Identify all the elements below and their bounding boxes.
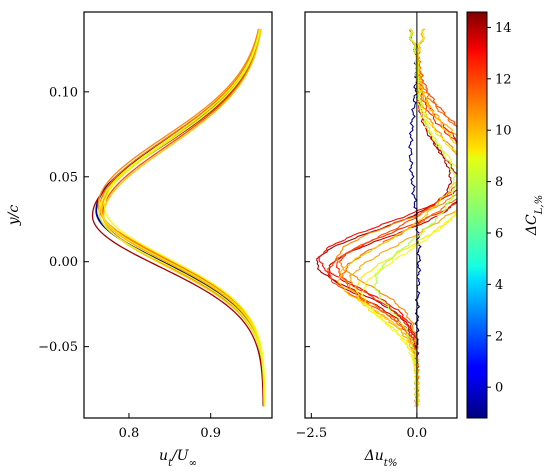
colorbar-tick-label: 8 [495, 175, 503, 190]
right-series-line [326, 28, 457, 407]
left-ytick-label: 0.05 [49, 170, 78, 185]
right-axes-frame [304, 11, 458, 419]
left-series-line [98, 28, 265, 407]
colorbar-tick-label: 14 [495, 21, 512, 36]
right-series-line [327, 28, 457, 407]
left-series-line [104, 28, 266, 407]
right-series-line [335, 28, 457, 407]
right-series-line [317, 28, 457, 407]
colorbar: 0 2 4 6 8 10 12 14 ΔCL,% [466, 11, 545, 419]
colorbar-ticks: 0 2 4 6 8 10 12 14 [487, 21, 512, 396]
colorbar-tick-label: 2 [495, 329, 503, 344]
right-panel: −2.5 0.0 Δut% [296, 11, 458, 469]
left-ytick-label: 0.10 [49, 85, 78, 100]
colorbar-label: ΔCL,% [524, 195, 545, 236]
left-xlabel: ut/U∞ [159, 448, 197, 469]
right-series-line [374, 28, 457, 407]
right-curves [316, 28, 457, 407]
left-xtick-label: 0.9 [200, 426, 221, 441]
left-series-line [102, 28, 266, 407]
left-ticks: 0.8 0.9 −0.05 0.00 0.05 0.10 [38, 85, 221, 441]
right-series-line [336, 28, 457, 407]
colorbar-tick-label: 4 [495, 278, 503, 293]
right-series-line [316, 28, 452, 407]
left-panel: 0.8 0.9 −0.05 0.00 0.05 0.10 ut/U∞ y/c [6, 11, 273, 469]
right-xtick-label: −2.5 [296, 426, 328, 441]
colorbar-tick-label: 10 [495, 124, 512, 139]
right-ticks: −2.5 0.0 [296, 91, 428, 441]
left-ylabel: y/c [6, 205, 22, 227]
colorbar-tick-label: 0 [495, 381, 503, 396]
colorbar-tick-label: 6 [495, 226, 503, 241]
right-xtick-label: 0.0 [407, 426, 428, 441]
left-series-line [101, 28, 266, 407]
left-ytick-label: −0.05 [38, 340, 78, 355]
colorbar-tick-label: 12 [495, 72, 512, 87]
left-xtick-label: 0.8 [119, 426, 140, 441]
left-curves [91, 28, 266, 407]
left-ytick-label: 0.00 [49, 255, 78, 270]
colorbar-gradient [466, 11, 488, 419]
left-series-line [91, 28, 264, 407]
left-axes-frame [83, 11, 273, 419]
left-series-line [103, 28, 266, 407]
right-xlabel: Δut% [364, 448, 398, 469]
